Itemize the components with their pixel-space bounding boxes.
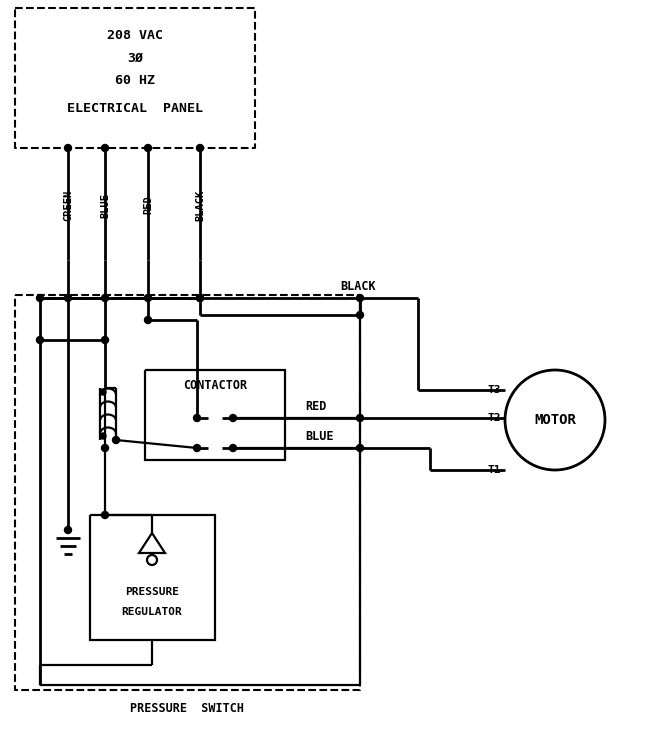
Circle shape	[101, 336, 109, 344]
Text: REGULATOR: REGULATOR	[121, 607, 182, 617]
Text: T2: T2	[487, 413, 501, 423]
Circle shape	[196, 295, 204, 301]
Circle shape	[194, 444, 200, 452]
Circle shape	[194, 414, 200, 422]
Text: BLUE: BLUE	[100, 193, 110, 217]
Circle shape	[357, 414, 363, 422]
Circle shape	[196, 144, 204, 152]
Text: CONTACTOR: CONTACTOR	[183, 379, 247, 391]
Circle shape	[64, 527, 72, 533]
Circle shape	[36, 336, 44, 344]
Circle shape	[36, 295, 44, 301]
Circle shape	[113, 437, 119, 443]
Circle shape	[145, 295, 152, 301]
Circle shape	[101, 295, 109, 301]
Circle shape	[357, 312, 363, 318]
Circle shape	[100, 433, 106, 439]
Circle shape	[101, 144, 109, 152]
Text: RED: RED	[143, 196, 153, 214]
Text: PRESSURE  SWITCH: PRESSURE SWITCH	[130, 702, 244, 715]
Text: BLUE: BLUE	[305, 429, 333, 443]
Text: RED: RED	[305, 400, 326, 412]
Text: 3Ø: 3Ø	[127, 51, 143, 65]
Text: BLACK: BLACK	[340, 280, 376, 292]
Circle shape	[145, 316, 152, 324]
Circle shape	[64, 144, 72, 152]
Text: T1: T1	[487, 465, 501, 475]
Circle shape	[357, 444, 363, 452]
Text: PRESSURE: PRESSURE	[125, 587, 179, 597]
Circle shape	[101, 512, 109, 519]
Text: BLACK: BLACK	[195, 190, 205, 221]
Text: GREEN: GREEN	[63, 190, 73, 221]
Text: 60 HZ: 60 HZ	[115, 74, 155, 86]
Circle shape	[196, 295, 204, 301]
Circle shape	[229, 444, 237, 452]
Circle shape	[145, 144, 152, 152]
Text: ELECTRICAL  PANEL: ELECTRICAL PANEL	[67, 101, 203, 115]
Text: T3: T3	[487, 385, 501, 395]
Circle shape	[229, 414, 237, 422]
Circle shape	[101, 444, 109, 452]
Text: MOTOR: MOTOR	[534, 413, 576, 427]
Circle shape	[100, 389, 106, 395]
Circle shape	[357, 295, 363, 301]
Text: 208 VAC: 208 VAC	[107, 28, 163, 42]
Circle shape	[64, 295, 72, 301]
